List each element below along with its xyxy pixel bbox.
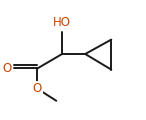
Text: HO: HO (53, 16, 71, 29)
Text: O: O (2, 62, 11, 75)
Text: O: O (33, 82, 42, 95)
